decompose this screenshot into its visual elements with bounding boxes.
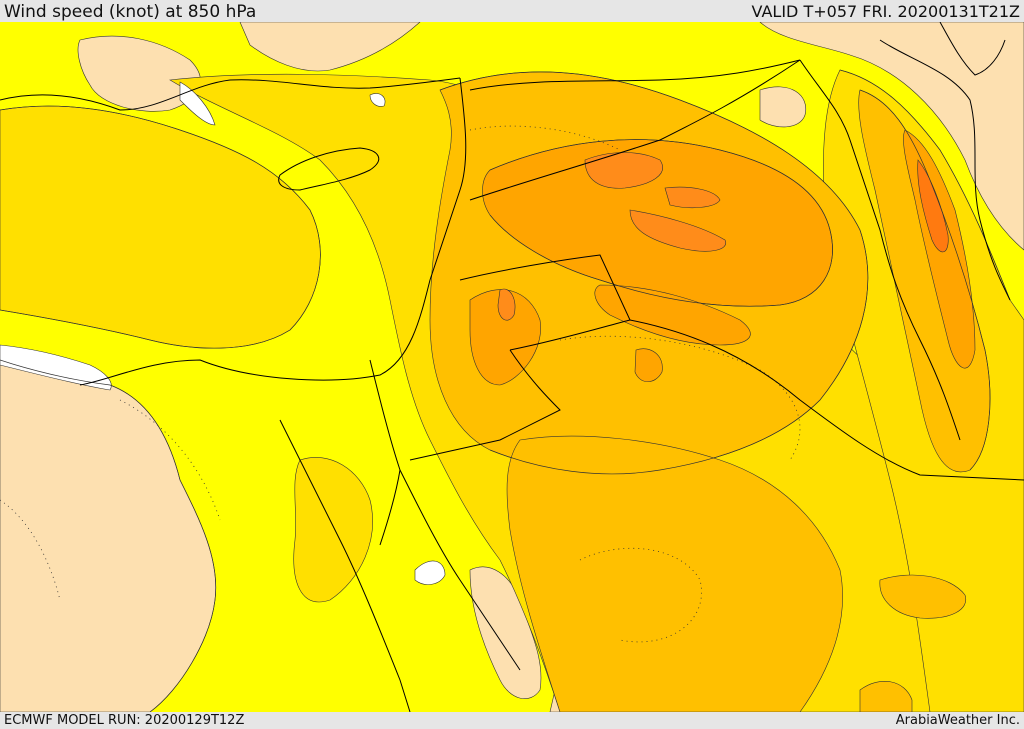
coastline-red-sea-east bbox=[399, 469, 521, 671]
wind-speed-map[interactable] bbox=[0, 22, 1024, 712]
coastline-red-sea-west bbox=[279, 419, 411, 712]
map-header: Wind speed (knot) at 850 hPa VALID T+057… bbox=[0, 0, 1024, 22]
contour-line bbox=[0, 105, 321, 349]
wind-band-core-jordan bbox=[469, 289, 541, 386]
wind-band-max-jordan bbox=[497, 288, 516, 321]
contour-line bbox=[579, 547, 702, 643]
wind-band-max-iraq-2 bbox=[629, 209, 727, 252]
border-syria-turkey bbox=[469, 59, 801, 91]
coastline-caspian bbox=[939, 22, 1006, 76]
no-data-area-turkey bbox=[179, 81, 216, 126]
contour-line bbox=[0, 359, 217, 712]
map-canvas bbox=[0, 22, 1024, 712]
contour-line bbox=[0, 499, 61, 601]
contour-line bbox=[839, 69, 1011, 301]
valid-time-label: VALID T+057 FRI. 20200131T21Z bbox=[751, 2, 1020, 21]
contour-line bbox=[119, 399, 221, 521]
coastline-turkey bbox=[0, 77, 461, 111]
wind-band-max-iraq-3 bbox=[664, 186, 721, 209]
contour-line bbox=[489, 139, 833, 307]
country-boundaries bbox=[0, 22, 1024, 712]
contour-lines bbox=[0, 69, 1011, 712]
calm-area-syria-north bbox=[759, 86, 807, 128]
wind-band-core-small bbox=[634, 348, 663, 383]
no-data-area-west bbox=[0, 344, 112, 391]
wind-band-max-iraq bbox=[584, 152, 663, 189]
wind-band-core-saudi bbox=[594, 284, 751, 346]
wind-band-sinai bbox=[293, 457, 373, 603]
model-run-label: ECMWF MODEL RUN: 20200129T12Z bbox=[4, 713, 245, 728]
calm-area-north bbox=[239, 22, 421, 72]
wind-band-arabia bbox=[506, 435, 843, 712]
calm-area-northwest bbox=[77, 35, 201, 112]
coastline-cyprus bbox=[278, 147, 380, 191]
border-iran-north bbox=[879, 39, 1011, 301]
wind-band-max-zagros bbox=[917, 159, 949, 253]
border-saudi-iraq bbox=[509, 319, 1024, 481]
border-syria-jordan bbox=[459, 254, 631, 321]
border-syria-iraq bbox=[469, 59, 801, 201]
dotted-contours bbox=[0, 125, 801, 643]
contour-line bbox=[439, 71, 869, 475]
credit-label: ArabiaWeather Inc. bbox=[895, 713, 1020, 728]
calm-area-northeast bbox=[759, 22, 1024, 251]
calm-area-red-sea-coast bbox=[469, 566, 542, 699]
border-iraq-iran bbox=[799, 59, 961, 441]
contour-line bbox=[859, 89, 991, 471]
no-data-area-small bbox=[369, 93, 386, 107]
coastline-levant bbox=[79, 77, 467, 386]
border-jordan bbox=[409, 349, 561, 461]
wind-band-south-east bbox=[879, 574, 967, 619]
map-title: Wind speed (knot) at 850 hPa bbox=[4, 2, 257, 22]
no-data-area-sinai bbox=[414, 560, 446, 585]
map-footer: ECMWF MODEL RUN: 20200129T12Z ArabiaWeat… bbox=[0, 712, 1024, 729]
coastline-sinai bbox=[369, 359, 401, 546]
wind-band-south bbox=[859, 681, 913, 712]
